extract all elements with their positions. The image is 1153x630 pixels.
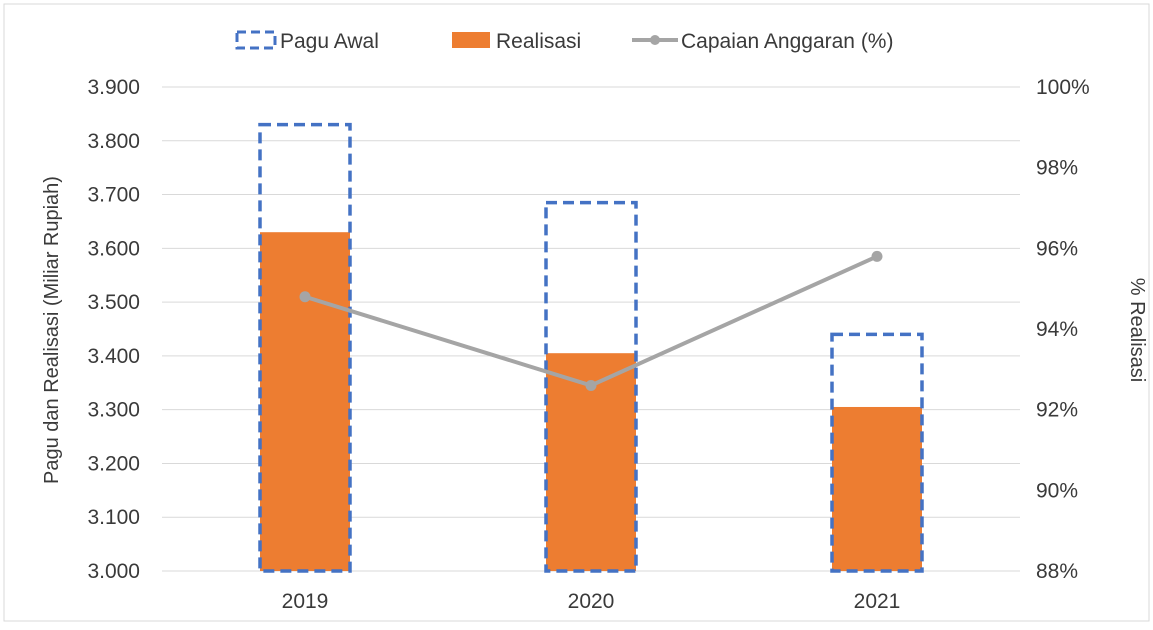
left-tick-label: 3.300 [87, 399, 140, 422]
right-tick-label: 94% [1036, 318, 1078, 341]
x-tick-label: 2019 [282, 590, 329, 613]
legend-label-capaian: Capaian Anggaran (%) [681, 30, 893, 53]
bar-pagu-awal [258, 122, 352, 573]
right-tick-label: 92% [1036, 399, 1078, 422]
bar-realisasi [832, 406, 922, 571]
capaian-point [299, 291, 311, 303]
legend: Pagu Awal Realisasi Capaian Anggaran (%) [235, 30, 893, 53]
right-tick-label: 88% [1036, 560, 1078, 583]
bars-layer [258, 122, 924, 573]
left-tick-label: 3.100 [87, 506, 140, 529]
bar-realisasi [260, 232, 350, 571]
chart-border [3, 3, 1150, 622]
left-tick-label: 3.700 [87, 184, 140, 207]
x-tick-label: 2021 [854, 590, 901, 613]
right-tick-label: 96% [1036, 237, 1078, 260]
legend-label-pagu-awal: Pagu Awal [280, 30, 379, 53]
bar-pagu-awal [544, 200, 638, 573]
right-axis-ticks: 88% 90% 92% 94% 96% 98% 100% [1036, 76, 1090, 583]
legend-swatch-capaian-marker [650, 35, 660, 45]
left-tick-label: 3.800 [87, 130, 140, 153]
left-axis-ticks: 3.000 3.100 3.200 3.300 3.400 3.500 3.600 3.700… [87, 76, 140, 583]
left-tick-label: 3.000 [87, 560, 140, 583]
left-tick-label: 3.500 [87, 291, 140, 314]
left-tick-label: 3.600 [87, 237, 140, 260]
left-tick-label: 3.200 [87, 452, 140, 475]
legend-swatch-realisasi [452, 32, 490, 48]
x-axis-ticks: 2019 2020 2021 [282, 590, 901, 613]
legend-swatch-pagu-awal [235, 30, 277, 50]
right-tick-label: 100% [1036, 76, 1090, 99]
right-axis-title: % Realisasi [1126, 278, 1148, 382]
left-axis-title: Pagu dan Realisasi (Miliar Rupiah) [41, 176, 63, 484]
capaian-point [585, 379, 597, 391]
bar-pagu-awal [830, 332, 924, 573]
legend-label-realisasi: Realisasi [496, 30, 581, 53]
capaian-point [871, 250, 883, 262]
right-tick-label: 98% [1036, 157, 1078, 180]
left-tick-label: 3.400 [87, 345, 140, 368]
left-tick-label: 3.900 [87, 76, 140, 99]
right-tick-label: 90% [1036, 479, 1078, 502]
x-tick-label: 2020 [568, 590, 615, 613]
line-layer [299, 250, 883, 391]
